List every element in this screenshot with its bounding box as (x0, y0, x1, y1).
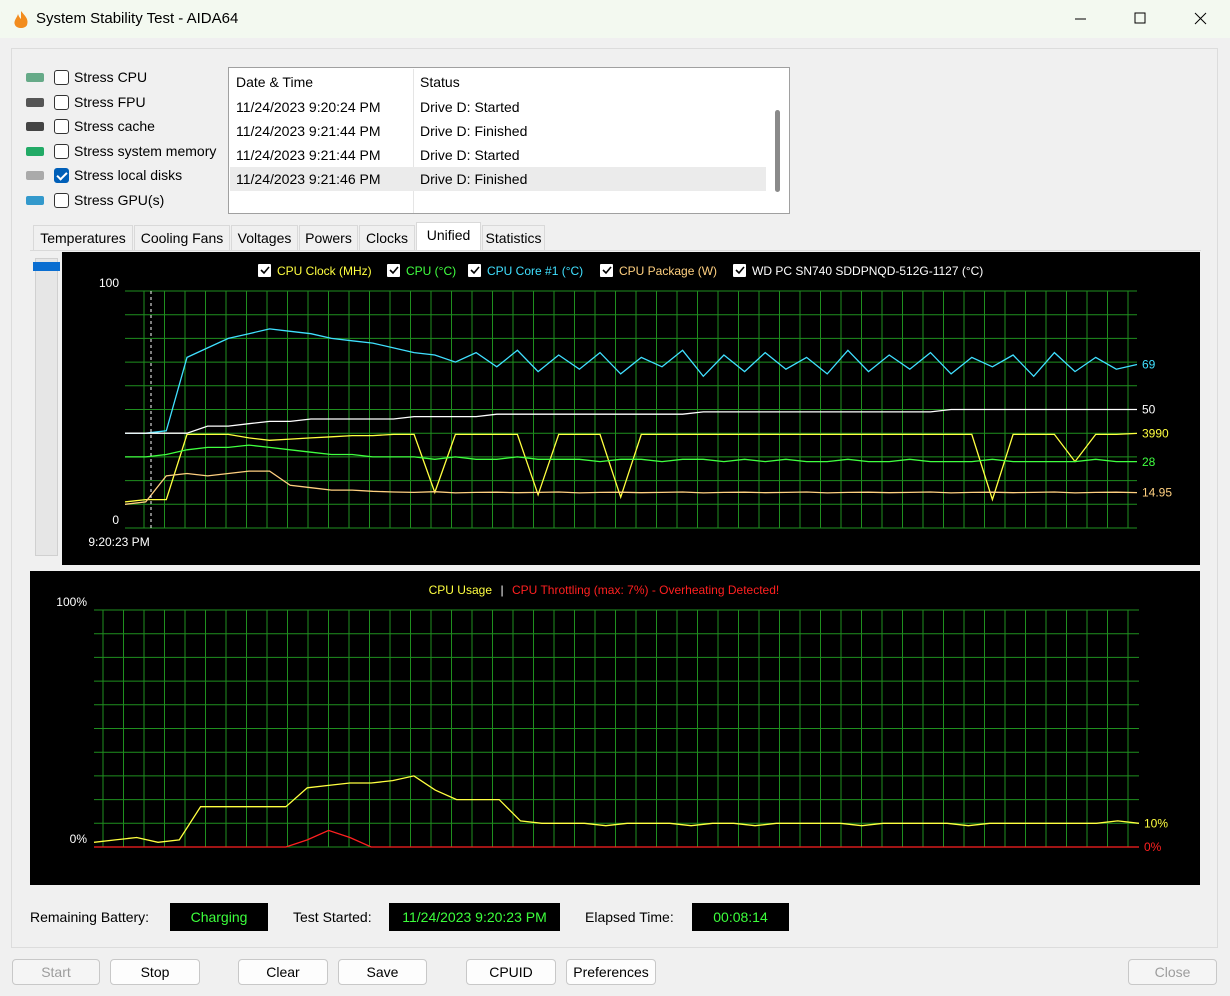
row-highlight (230, 167, 766, 191)
log-cell: Drive D: Finished (420, 123, 528, 139)
value-label: 50 (1142, 403, 1156, 417)
series-line (125, 408, 1137, 434)
window-title: System Stability Test - AIDA64 (36, 10, 239, 27)
slider-thumb (33, 262, 60, 271)
column-header: Status (420, 74, 460, 90)
column-header: Date & Time (236, 74, 314, 90)
status-value: Charging (170, 903, 268, 931)
series-line (125, 328, 1138, 434)
y-tick-label: 0 (112, 513, 119, 527)
log-cell: 11/24/2023 9:21:46 PM (236, 171, 381, 187)
tab[interactable]: Temperatures (33, 225, 133, 251)
title-bar: System Stability Test - AIDA64 (0, 0, 1230, 38)
checkbox-label[interactable]: Stress FPU (74, 93, 146, 110)
checkbox[interactable] (54, 143, 69, 159)
series-line (94, 829, 1139, 848)
log-cell: 11/24/2023 9:20:24 PM (236, 99, 381, 115)
checkbox-label[interactable]: Stress CPU (74, 69, 148, 85)
checkbox[interactable] (54, 70, 69, 85)
option-icon (26, 97, 44, 107)
log-cell: Drive D: Started (420, 147, 520, 163)
series-line (124, 470, 1138, 505)
checkbox[interactable] (54, 119, 69, 135)
log-cell: 11/24/2023 9:21:44 PM (236, 123, 381, 139)
checkbox-label[interactable]: Stress GPU(s) (74, 192, 165, 208)
option-icon (26, 122, 44, 132)
checkbox[interactable] (54, 94, 69, 110)
legend-checkbox (468, 264, 481, 277)
legend-check (260, 266, 270, 275)
y-tick-label: 100% (56, 595, 87, 609)
log-cell: Drive D: Finished (420, 171, 528, 187)
checkbox-label[interactable]: Stress system memory (74, 142, 217, 159)
option-icon (26, 171, 44, 181)
button[interactable]: CPUID (466, 959, 556, 985)
legend-checkbox (387, 264, 400, 277)
app-icon (14, 11, 28, 28)
series-line (124, 432, 1138, 503)
y-tick-label: 100 (99, 276, 119, 290)
legend-separator: | (500, 583, 503, 597)
legend-check (470, 266, 480, 275)
legend-label: CPU Clock (MHz) (277, 264, 372, 278)
checkbox[interactable] (54, 193, 69, 208)
legend-checkbox (258, 264, 271, 277)
tab[interactable]: Clocks (359, 225, 415, 251)
status-label: Remaining Battery: (30, 909, 150, 925)
scrollbar-thumb (775, 110, 780, 192)
button[interactable]: Preferences (566, 959, 656, 985)
legend-check (735, 266, 745, 275)
tab[interactable]: Statistics (482, 225, 545, 251)
checkbox-label[interactable]: Stress local disks (74, 167, 183, 184)
value-label: 10% (1144, 816, 1168, 830)
tab[interactable]: Cooling Fans (134, 225, 230, 251)
legend-check (389, 266, 399, 275)
legend-label: CPU (°C) (406, 264, 456, 278)
log-cell: Drive D: Started (420, 99, 520, 115)
window-controls[interactable] (1060, 0, 1230, 38)
tab[interactable]: Voltages (231, 225, 298, 251)
series-line (125, 444, 1137, 463)
tab-content (30, 250, 1201, 251)
status-label: Elapsed Time: (585, 909, 674, 925)
legend-label: CPU Usage (429, 583, 493, 597)
button: Start (12, 959, 100, 985)
option-icon (26, 73, 44, 82)
legend-label: CPU Package (W) (619, 264, 717, 278)
checkbox[interactable] (54, 168, 69, 184)
value-label: 69 (1142, 358, 1156, 372)
y-tick-label: 0% (70, 832, 88, 846)
legend-label: CPU Throttling (max: 7%) - Overheating D… (512, 583, 779, 597)
legend-checkbox (600, 264, 613, 277)
legend-label: CPU Core #1 (°C) (487, 264, 583, 278)
legend-checkbox (733, 264, 746, 277)
value-label: 0% (1144, 840, 1162, 854)
option-icon (26, 196, 44, 205)
value-label: 28 (1142, 455, 1156, 469)
status-label: Test Started: (293, 909, 372, 925)
tab[interactable]: Unified (416, 222, 481, 251)
column-divider (413, 69, 414, 213)
log-cell: 11/24/2023 9:21:44 PM (236, 147, 381, 163)
slider[interactable] (35, 258, 58, 556)
button[interactable]: Stop (110, 959, 200, 985)
tab[interactable]: Powers (299, 225, 358, 251)
status-value: 11/24/2023 9:20:23 PM (389, 903, 560, 931)
option-icon (26, 146, 44, 156)
legend-check (602, 266, 612, 275)
value-label: 14.95 (1142, 486, 1172, 500)
value-label: 3990 (1142, 427, 1169, 441)
series-line (93, 775, 1140, 843)
x-start-label: 9:20:23 PM (88, 535, 149, 549)
checkbox-label[interactable]: Stress cache (74, 118, 155, 135)
button[interactable]: Clear (238, 959, 328, 985)
status-value: 00:08:14 (692, 903, 789, 931)
legend-label: WD PC SN740 SDDPNQD-512G-1127 (°C) (752, 264, 983, 278)
button[interactable]: Save (338, 959, 427, 985)
button: Close (1128, 959, 1217, 985)
